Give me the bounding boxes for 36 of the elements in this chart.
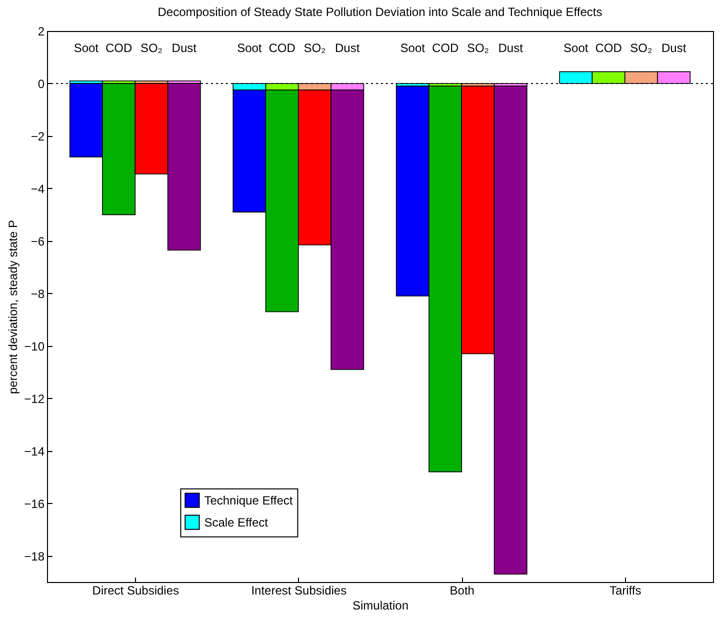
x-tick-label: Dust bbox=[335, 41, 360, 55]
x-tick-label: Soot bbox=[400, 41, 426, 55]
x-tick-label: Dust bbox=[172, 41, 198, 55]
x-tick-label: SO₂ bbox=[304, 41, 326, 55]
chart-title: Decomposition of Steady State Pollution Deviation into Scale and Technique Effects bbox=[158, 5, 602, 19]
text: Interest Subsidies bbox=[251, 584, 347, 598]
x-tick-label: Dust bbox=[661, 41, 687, 55]
x-tick-label: SO₂ bbox=[466, 41, 490, 55]
y-tick-label: −2 bbox=[30, 129, 45, 144]
legend-label: Technique Effect bbox=[204, 493, 294, 508]
y-tick-label: 0 bbox=[38, 76, 45, 91]
x-tick-label: Soot bbox=[237, 41, 262, 55]
text: Both bbox=[450, 584, 474, 598]
y-tick-label: −6 bbox=[30, 234, 45, 248]
x-tick-label: COD bbox=[595, 41, 622, 55]
y-tick-label: −12 bbox=[24, 392, 45, 406]
x-tick-label: SO₂ bbox=[140, 41, 163, 55]
y-axis-title: percent deviation, steady state P bbox=[6, 220, 20, 394]
x-tick-label: SO₂ bbox=[630, 41, 653, 55]
text: Direct Subsidies bbox=[92, 584, 179, 598]
y-tick-label: −10 bbox=[24, 339, 45, 354]
y-tick-label: −4 bbox=[30, 182, 45, 196]
x-axis-title: Simulation bbox=[352, 598, 409, 612]
x-tick-label: COD bbox=[268, 41, 296, 55]
x-tick-label: Dust bbox=[498, 41, 524, 55]
y-tick-label: −8 bbox=[30, 286, 45, 301]
y-tick-label: 2 bbox=[38, 24, 45, 38]
x-tick-label: Soot bbox=[74, 41, 100, 55]
legend-label: Scale Effect bbox=[204, 515, 269, 530]
y-tick-label: −14 bbox=[24, 444, 45, 458]
x-tick-label: Soot bbox=[564, 41, 589, 55]
x-tick-label: COD bbox=[432, 41, 459, 55]
y-tick-label: −18 bbox=[24, 549, 45, 564]
x-tick-label: COD bbox=[105, 41, 132, 55]
y-tick-label: −16 bbox=[24, 496, 45, 511]
text: Tariffs bbox=[609, 584, 642, 598]
